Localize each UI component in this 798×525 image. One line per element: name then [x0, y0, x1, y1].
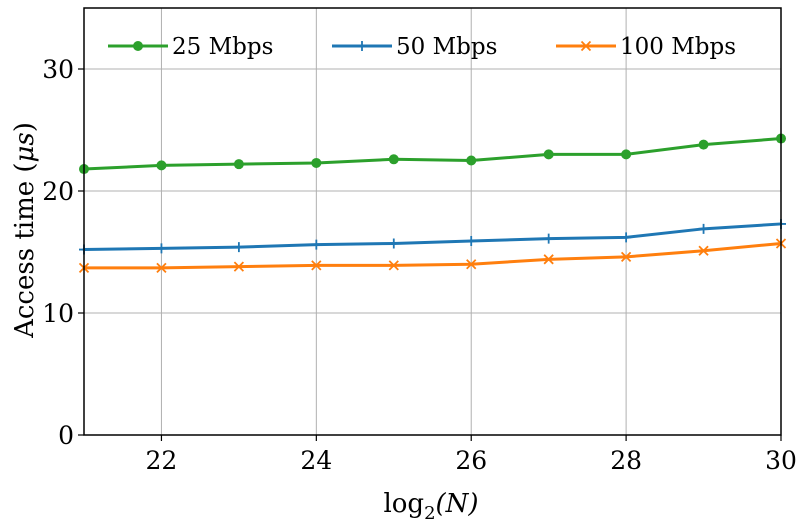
data-point-25-mbps	[233, 159, 244, 170]
legend-label-50-mbps: 50 Mbps	[396, 34, 497, 60]
legend: 25 Mbps 50 Mbps 100 Mbps	[108, 34, 736, 60]
legend-marker-50-mbps	[357, 41, 367, 51]
legend-label-100-mbps: 100 Mbps	[620, 34, 736, 60]
data-point-25-mbps	[311, 157, 322, 168]
data-point-25-mbps	[621, 149, 632, 160]
legend-item-50-mbps: 50 Mbps	[332, 34, 497, 60]
x-tick-label: 28	[610, 446, 642, 475]
x-tick-label: 26	[455, 446, 487, 475]
series-25-mbps	[79, 133, 786, 175]
data-point-25-mbps	[466, 155, 477, 166]
legend-marker-25-mbps	[133, 41, 143, 51]
y-tick-label: 30	[42, 55, 74, 84]
data-point-100-mbps	[543, 254, 554, 265]
x-tick-label: 22	[146, 446, 178, 475]
data-point-50-mbps	[621, 232, 632, 243]
data-point-25-mbps	[156, 160, 167, 171]
data-point-100-mbps	[620, 251, 632, 263]
grid	[84, 8, 782, 436]
data-point-50-mbps	[233, 242, 244, 253]
y-tick-label: 20	[42, 177, 74, 206]
series-100-mbps	[78, 238, 787, 273]
series-group	[78, 133, 787, 273]
data-point-25-mbps	[388, 154, 399, 165]
series-line-50-mbps	[82, 222, 783, 252]
legend-item-25-mbps: 25 Mbps	[108, 34, 273, 60]
legend-label-25-mbps: 25 Mbps	[172, 34, 273, 60]
data-point-50-mbps	[156, 243, 167, 254]
data-point-50-mbps	[698, 223, 709, 234]
data-point-25-mbps	[698, 139, 709, 150]
plot-frame	[83, 7, 782, 436]
y-axis-label: Access time (μs)	[10, 122, 40, 339]
series-50-mbps	[79, 218, 786, 255]
y-tick-label: 10	[42, 299, 74, 328]
legend-item-100-mbps: 100 Mbps	[556, 34, 736, 60]
series-line-100-mbps	[82, 241, 783, 270]
data-point-50-mbps	[311, 239, 322, 250]
data-point-100-mbps	[233, 261, 245, 272]
y-tick-label: 0	[58, 421, 74, 450]
x-tick-label: 30	[765, 446, 797, 475]
series-line-25-mbps	[82, 137, 783, 171]
data-point-100-mbps	[698, 245, 709, 256]
data-point-25-mbps	[543, 149, 554, 160]
data-point-50-mbps	[388, 238, 399, 249]
axis-ticks: 22 24 26 28 30 0 10 20 30	[42, 55, 797, 475]
data-point-100-mbps	[388, 260, 399, 271]
data-point-100-mbps	[466, 259, 477, 270]
data-point-100-mbps	[156, 262, 167, 273]
data-point-100-mbps	[311, 260, 322, 271]
data-point-50-mbps	[466, 236, 477, 247]
data-point-50-mbps	[543, 233, 554, 244]
x-axis-label: log2(N)	[383, 489, 478, 524]
legend-marker-100-mbps	[580, 40, 592, 52]
x-tick-label: 24	[300, 446, 332, 475]
